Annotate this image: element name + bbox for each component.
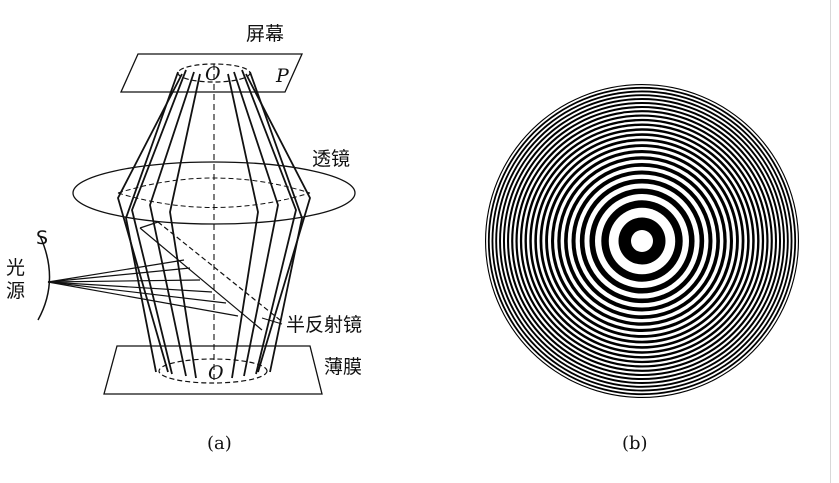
screen-label: 屏幕 bbox=[246, 23, 284, 45]
half-mirror bbox=[139, 221, 281, 331]
film-label: 薄膜 bbox=[324, 356, 362, 378]
right-border bbox=[830, 0, 831, 483]
film-point-label: O bbox=[208, 362, 224, 384]
mirror-leader bbox=[261, 317, 283, 325]
apparatus-diagram bbox=[37, 53, 356, 395]
ray bbox=[125, 71, 179, 373]
ring-center bbox=[631, 230, 653, 252]
lens-inner-dash-2 bbox=[117, 192, 311, 208]
interference-rings bbox=[485, 84, 799, 398]
ray bbox=[241, 69, 297, 375]
film-plane bbox=[103, 345, 323, 395]
ray bbox=[249, 71, 303, 373]
ray bbox=[131, 69, 187, 375]
screen-plane bbox=[119, 53, 304, 93]
screen-point-label: O bbox=[205, 63, 221, 85]
ray bbox=[227, 73, 259, 379]
ray bbox=[117, 73, 183, 373]
caption-a: (a) bbox=[207, 433, 232, 454]
source-label-1: 光 bbox=[6, 257, 25, 279]
ray bbox=[169, 73, 201, 379]
mirror-label: 半反射镜 bbox=[286, 314, 362, 336]
source-letter: S bbox=[36, 227, 48, 249]
ray-bundle bbox=[117, 69, 311, 379]
film-ellipse bbox=[158, 358, 268, 384]
ray bbox=[233, 71, 279, 377]
source-arc bbox=[37, 235, 51, 321]
ray bbox=[245, 73, 311, 373]
screen-plane-label: P bbox=[275, 65, 290, 87]
lens-label: 透镜 bbox=[312, 148, 350, 170]
caption-b: (b) bbox=[622, 433, 648, 454]
ray bbox=[149, 71, 195, 377]
source-label-2: 源 bbox=[6, 280, 25, 302]
source-rays bbox=[47, 259, 239, 317]
